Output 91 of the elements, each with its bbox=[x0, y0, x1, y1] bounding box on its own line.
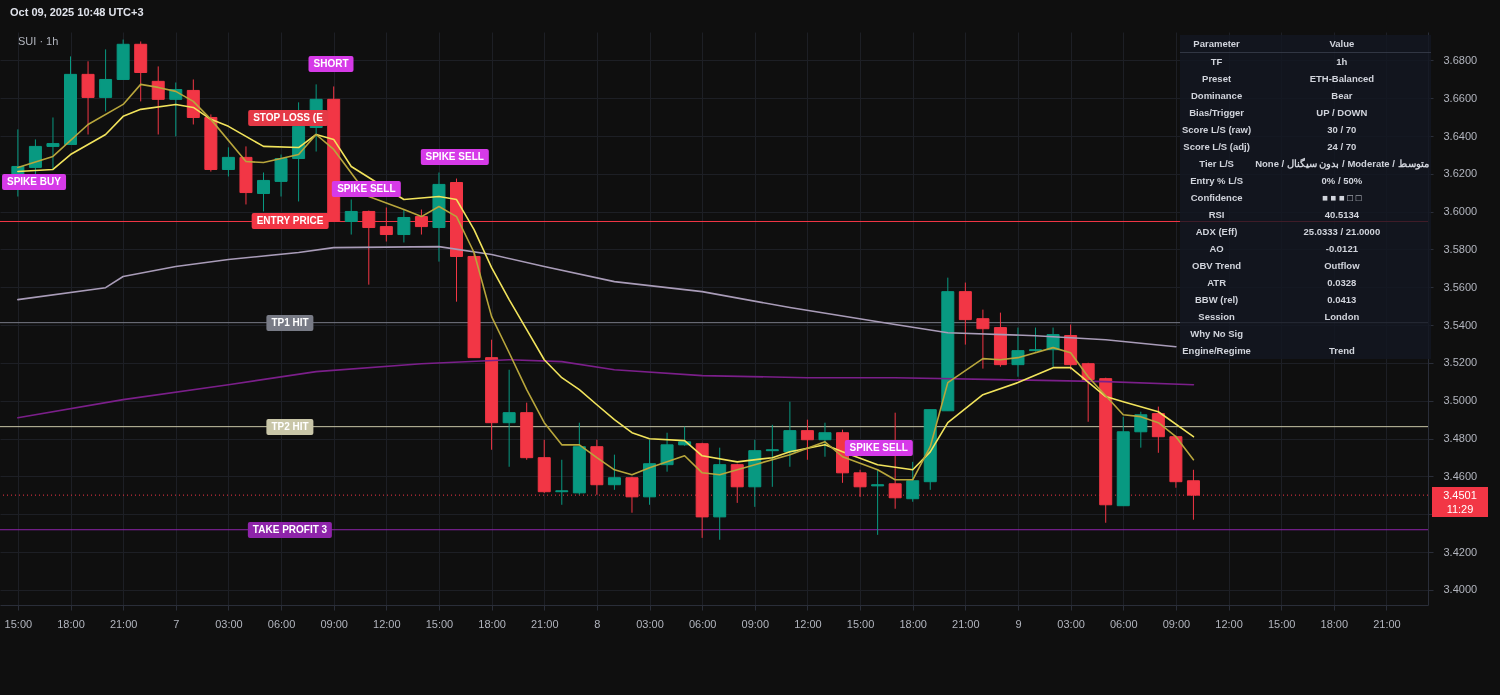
x-tick-label: 06:00 bbox=[688, 617, 717, 630]
x-tick-label: 21:00 bbox=[109, 617, 138, 630]
category-label: OBV Trend bbox=[1191, 259, 1243, 273]
text: 40.5134 bbox=[1324, 209, 1360, 220]
chart-title: Oct 09, 2025 10:48 UTC+3 bbox=[10, 6, 144, 18]
x-tick-label: 18:00 bbox=[57, 617, 85, 630]
x-tick-label: 15:00 bbox=[846, 617, 875, 630]
x-tick-label: 21:00 bbox=[530, 617, 559, 630]
ref-line-label: ENTRY PRICE bbox=[251, 213, 329, 230]
ref-line-label: TP1 HIT bbox=[266, 314, 314, 331]
category-label: Score L/S (raw) bbox=[1181, 123, 1253, 137]
x-tick-label: 9 bbox=[1015, 617, 1022, 630]
text: London bbox=[1324, 311, 1360, 322]
y-tick-label: 3.5600 bbox=[1443, 280, 1478, 293]
ref-line-label: 3.4501 11:29 bbox=[1432, 487, 1488, 518]
category-label: Preset bbox=[1201, 72, 1233, 86]
x-tick-label: 21:00 bbox=[1373, 617, 1401, 630]
x-tick-label: 09:00 bbox=[741, 617, 770, 630]
x-tick-label: 03:00 bbox=[215, 617, 243, 630]
category-label: RSI bbox=[1207, 208, 1226, 222]
ref-line-label: TP2 HIT bbox=[266, 418, 314, 435]
category-label: BBW (rel) bbox=[1193, 293, 1240, 307]
category-label: Engine/Regime bbox=[1181, 344, 1252, 358]
y-tick-label: 3.5400 bbox=[1443, 318, 1478, 331]
text: 1h bbox=[1336, 56, 1348, 67]
category-label: TF bbox=[1209, 55, 1224, 69]
text: 0% / 50% bbox=[1321, 175, 1363, 186]
category-label: Entry % L/S bbox=[1189, 174, 1244, 188]
annotation: STOP LOSS (E bbox=[248, 110, 328, 126]
x-tick-label: 09:00 bbox=[1162, 617, 1191, 630]
category-label: Score L/S (adj) bbox=[1182, 140, 1251, 154]
annotation: SPIKE BUY bbox=[2, 174, 66, 191]
annotation: SHORT bbox=[308, 56, 354, 73]
text: Parameter bbox=[1192, 37, 1241, 51]
text: ■ ■ ■ □ □ bbox=[1322, 192, 1362, 203]
ref-line-label: TAKE PROFIT 3 bbox=[247, 521, 333, 538]
x-tick-label: 12:00 bbox=[373, 617, 401, 630]
text: Outflow bbox=[1324, 260, 1360, 271]
chart-subtitle: SUI · 1h bbox=[18, 35, 59, 47]
y-tick-label: 3.6200 bbox=[1443, 167, 1478, 180]
x-tick-label: 18:00 bbox=[478, 617, 506, 630]
x-tick-label: 12:00 bbox=[1215, 617, 1243, 630]
x-tick-label: 03:00 bbox=[636, 617, 664, 630]
category-label: ADX (Eff) bbox=[1194, 225, 1239, 239]
y-tick-label: 3.4000 bbox=[1443, 583, 1478, 596]
text: UP / DOWN bbox=[1316, 107, 1368, 118]
y-tick-label: 3.6000 bbox=[1443, 205, 1478, 218]
category-label: Session bbox=[1197, 310, 1236, 324]
x-tick-label: 09:00 bbox=[320, 617, 348, 630]
text: 0.0413 bbox=[1327, 294, 1357, 305]
y-tick-label: 3.6600 bbox=[1443, 91, 1478, 104]
text: Bear bbox=[1331, 90, 1353, 101]
y-tick-label: 3.5000 bbox=[1443, 394, 1478, 407]
y-tick-label: 3.6400 bbox=[1443, 129, 1478, 142]
y-tick-label: 3.5800 bbox=[1443, 242, 1478, 255]
y-tick-label: 3.4800 bbox=[1443, 432, 1478, 445]
x-tick-label: 18:00 bbox=[899, 617, 927, 630]
category-label: ATR bbox=[1206, 276, 1227, 290]
category-label: Tier L/S bbox=[1198, 157, 1235, 171]
annotation: SPIKE SELL bbox=[332, 180, 401, 197]
category-label: AO bbox=[1208, 242, 1225, 256]
x-tick-label: 12:00 bbox=[794, 617, 822, 630]
annotation: SPIKE SELL bbox=[420, 148, 489, 165]
text: 30 / 70 bbox=[1327, 124, 1357, 135]
x-tick-label: 03:00 bbox=[1057, 617, 1085, 630]
text: Value bbox=[1328, 37, 1356, 51]
text: 0.0328 bbox=[1327, 277, 1357, 288]
x-tick-label: 8 bbox=[594, 617, 601, 630]
x-tick-label: 15:00 bbox=[4, 617, 33, 630]
category-label: Why No Sig bbox=[1189, 327, 1244, 341]
category-label: Confidence bbox=[1189, 191, 1244, 205]
y-tick-label: 3.6800 bbox=[1443, 53, 1478, 66]
annotation: SPIKE SELL bbox=[844, 439, 913, 456]
y-tick-label: 3.4200 bbox=[1443, 545, 1478, 558]
x-tick-label: 15:00 bbox=[1267, 617, 1296, 630]
text: 25.0333 / 21.0000 bbox=[1303, 226, 1381, 237]
x-tick-label: 06:00 bbox=[267, 617, 296, 630]
x-tick-label: 7 bbox=[173, 617, 180, 630]
category-label: Bias/Trigger bbox=[1188, 106, 1246, 120]
x-tick-label: 06:00 bbox=[1109, 617, 1138, 630]
text: Trend bbox=[1328, 345, 1355, 356]
text: -0.0121 bbox=[1325, 243, 1358, 254]
text: None / بدون سیگنال / Moderate / متوسط bbox=[1255, 158, 1429, 169]
category-label: Dominance bbox=[1189, 89, 1244, 103]
y-tick-label: 3.5200 bbox=[1443, 356, 1478, 369]
text: 24 / 70 bbox=[1327, 141, 1357, 152]
x-tick-label: 15:00 bbox=[425, 617, 454, 630]
x-tick-label: 21:00 bbox=[952, 617, 980, 630]
y-tick-label: 3.4600 bbox=[1443, 469, 1478, 482]
text: ETH-Balanced bbox=[1309, 73, 1375, 84]
x-tick-label: 18:00 bbox=[1320, 617, 1349, 630]
